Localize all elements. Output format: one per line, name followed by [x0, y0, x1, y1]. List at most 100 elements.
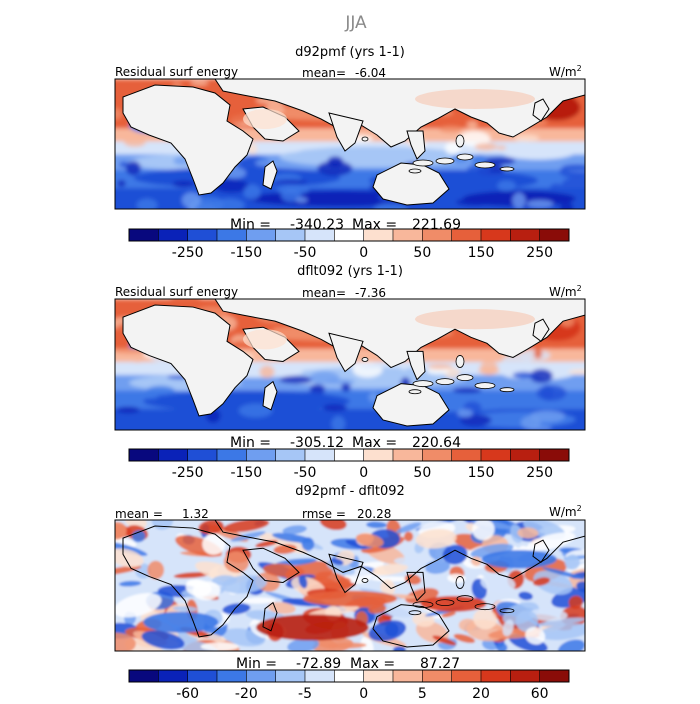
island [412, 380, 434, 388]
island [435, 599, 455, 607]
colorbar-swatch [216, 228, 247, 242]
field-speckle [125, 161, 141, 176]
colorbar-tick-label: -150 [230, 465, 262, 481]
panel-3-colorbar-ticks: -60 -20 -5 0 5 20 60 [176, 686, 548, 702]
field-speckle [396, 522, 422, 534]
field-speckle [508, 633, 548, 651]
field-speckle [312, 637, 354, 651]
field-speckle [308, 605, 360, 617]
island [361, 136, 369, 142]
field-speckle [362, 413, 373, 419]
field-speckle [323, 404, 347, 412]
colorbar-swatch [392, 669, 423, 683]
coastline [214, 299, 585, 369]
field-speckle [115, 565, 142, 576]
field-speckle [287, 638, 320, 651]
field-speckle [315, 571, 352, 592]
coastline [532, 539, 550, 564]
field-speckle [115, 632, 136, 651]
panel-1-colorbar [128, 228, 570, 242]
field-speckle [458, 130, 491, 147]
field-speckle [337, 577, 351, 585]
field-speckle [172, 180, 195, 188]
field-speckle [501, 354, 532, 369]
colorbar-tick-label: -250 [172, 245, 204, 261]
field-speckle [525, 627, 546, 645]
field-speckle [512, 371, 535, 379]
colorbar-swatch [158, 228, 189, 242]
field-speckle [518, 591, 533, 601]
panel-2-min-label: Min = [230, 435, 271, 451]
field-speckle [510, 524, 523, 544]
field-speckle [373, 203, 409, 209]
panel-2-variable-label: Residual surf energy [115, 285, 238, 299]
field-speckle [537, 617, 585, 627]
field-speckle [169, 299, 202, 306]
field-speckle [140, 608, 166, 621]
colorbar-tick-label: 50 [413, 465, 431, 481]
colorbar-swatch [246, 669, 277, 683]
field-speckle [119, 161, 129, 168]
coastline [328, 112, 364, 152]
island [361, 357, 369, 362]
colorbar-swatch [246, 448, 277, 462]
field-speckle [202, 533, 226, 555]
colorbar-swatch [187, 228, 218, 242]
field-speckle [119, 580, 142, 587]
panel-2-mean-label: mean= [302, 286, 346, 300]
panel-1-colorbar-ticks: -250 -150 -50 0 50 150 250 [172, 245, 553, 261]
field-speckle [432, 635, 457, 646]
field-speckle [213, 198, 245, 209]
colorbar-swatch [334, 228, 365, 242]
field-speckle [529, 368, 553, 384]
field-speckle [192, 581, 221, 601]
field-speckle [541, 384, 554, 401]
field-speckle [568, 595, 583, 610]
field-speckle [115, 541, 148, 556]
colorbar-tick-label: -50 [294, 465, 317, 481]
colorbar-tick-label: -5 [298, 686, 312, 700]
panel-3-map [115, 520, 585, 651]
coastline [406, 571, 426, 602]
colorbar-swatch [510, 669, 541, 683]
field-speckle [309, 384, 325, 394]
colorbar-swatch [539, 448, 570, 462]
colorbar-swatch [275, 448, 306, 462]
field-speckle [550, 183, 563, 192]
island [361, 578, 369, 583]
island [456, 595, 474, 603]
colorbar-swatch [158, 448, 189, 462]
field-speckle [368, 604, 387, 614]
field-speckle [542, 567, 585, 580]
field-blob [303, 590, 397, 607]
land-shade [243, 109, 287, 129]
colorbar-swatch [392, 448, 423, 462]
field-speckle [271, 532, 313, 543]
field-speckle [116, 406, 140, 414]
coastline [122, 525, 254, 638]
field-speckle [447, 573, 466, 583]
panel-1-mean-label: mean= [302, 66, 346, 80]
island [499, 166, 515, 172]
field-speckle [496, 145, 507, 150]
panel-3-rmse-value: 20.28 [357, 507, 391, 521]
field-speckle [368, 620, 407, 642]
field-speckle [452, 387, 482, 394]
panel-2: dflt092 (yrs 1-1) Residual surf energy m… [114, 264, 586, 481]
colorbar-swatch [451, 448, 482, 462]
field-blob [143, 611, 219, 633]
field-speckle [309, 371, 340, 385]
coastline [262, 601, 278, 632]
field-speckle [317, 161, 353, 176]
colorbar-swatch [363, 228, 394, 242]
field-speckle [115, 108, 123, 120]
island [499, 608, 515, 614]
coastline [328, 332, 364, 373]
field-speckle [298, 391, 326, 397]
field-speckle [533, 577, 551, 586]
colorbar-swatch [304, 448, 335, 462]
field-speckle [472, 520, 495, 541]
panel-2-mean-value: -7.36 [355, 286, 386, 300]
